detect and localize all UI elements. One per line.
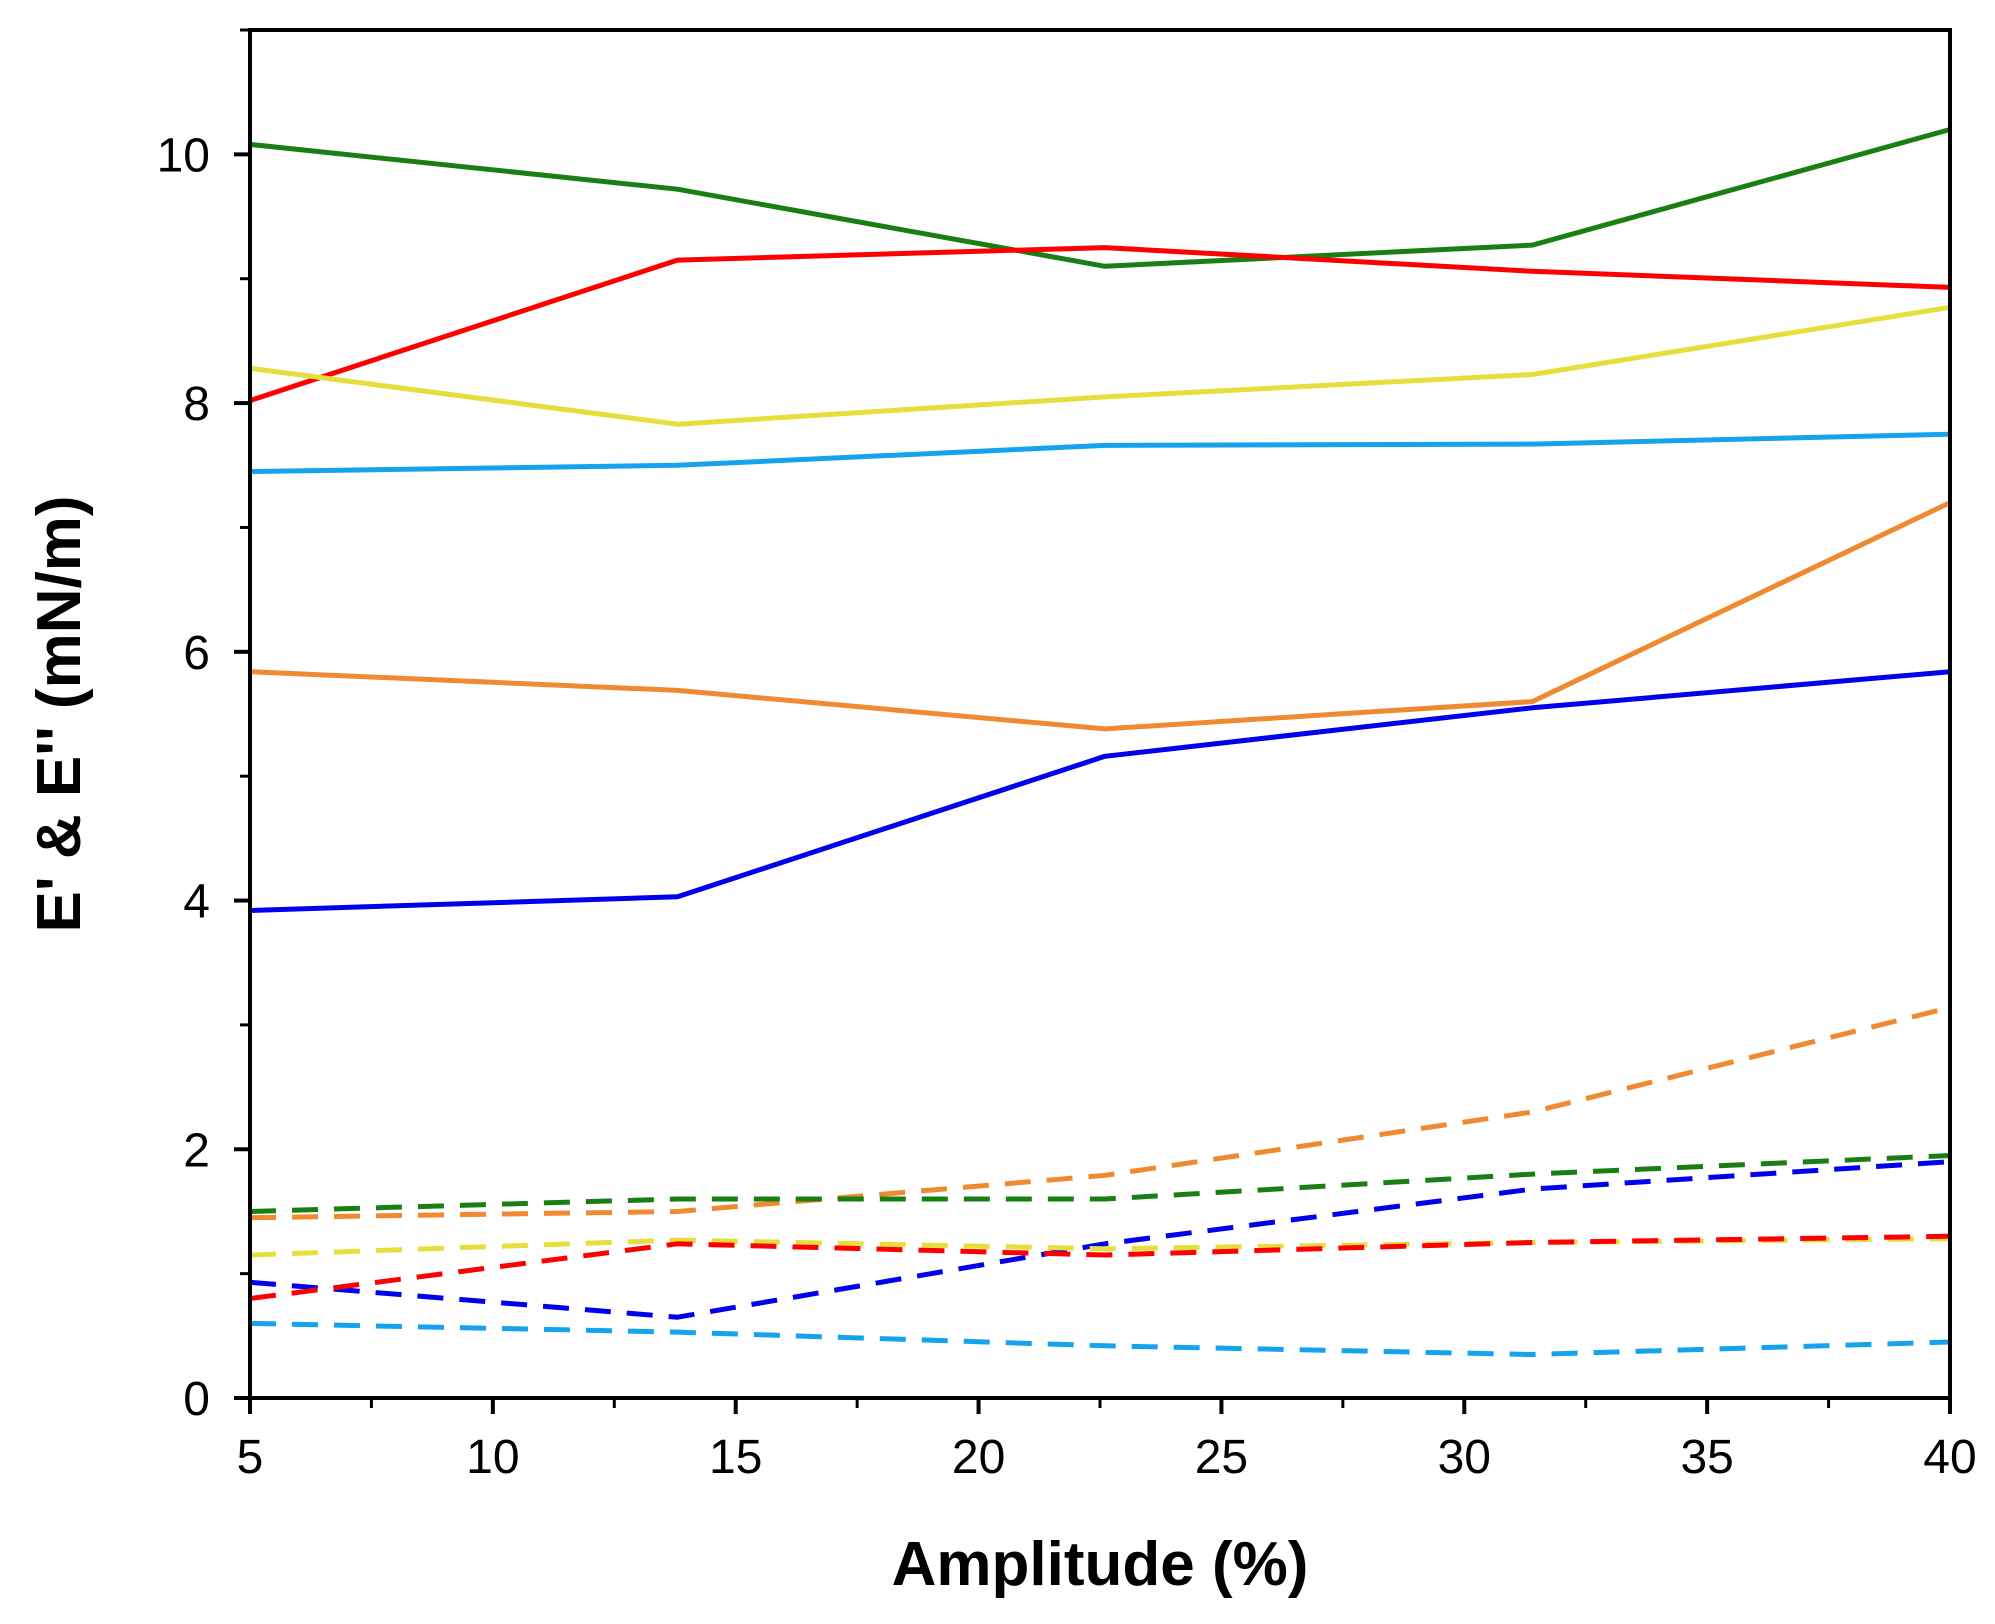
- series-line-2-storage-modulus: [249, 304, 1951, 427]
- series-line-5-storage-modulus: [249, 669, 1951, 913]
- series-line-9-loss-modulus: [249, 1236, 1951, 1258]
- x-tick-label: 30: [1438, 1431, 1491, 1484]
- series-line-0-storage-modulus: [249, 127, 1951, 269]
- y-tick-label: 4: [183, 876, 210, 929]
- x-tick-label: 40: [1923, 1431, 1976, 1484]
- x-tick-label: 25: [1195, 1431, 1248, 1484]
- y-tick-label: 6: [183, 627, 210, 680]
- x-tick-label: 10: [466, 1431, 519, 1484]
- series-line-8-loss-modulus: [249, 1159, 1951, 1320]
- series-line-10-loss-modulus: [249, 1233, 1951, 1301]
- series-line-6-loss-modulus: [249, 1005, 1951, 1221]
- series-layer: [249, 127, 1952, 1357]
- series-line-3-storage-modulus: [249, 431, 1951, 474]
- x-axis-title: Amplitude (%): [892, 1530, 1309, 1599]
- y-axis-title: E' & E'' (mN/m): [25, 496, 94, 933]
- y-tick-label: 0: [183, 1373, 210, 1426]
- tick-layer: [234, 28, 1952, 1414]
- tick-label-layer: 5 10 15 20 25 30 35 40 0 2 4 6 8 10: [157, 129, 1977, 1484]
- x-tick-label: 20: [952, 1431, 1005, 1484]
- y-tick-label: 10: [157, 129, 210, 182]
- y-tick-label: 2: [183, 1124, 210, 1177]
- series-line-7-loss-modulus: [249, 1153, 1951, 1214]
- x-tick-label: 35: [1680, 1431, 1733, 1484]
- series-line-11-loss-modulus: [249, 1320, 1951, 1357]
- series-line-4-storage-modulus: [249, 500, 1952, 732]
- x-tick-label: 5: [237, 1431, 264, 1484]
- y-tick-label: 8: [183, 378, 210, 431]
- series-line-1-storage-modulus: [249, 245, 1951, 403]
- x-tick-label: 15: [709, 1431, 762, 1484]
